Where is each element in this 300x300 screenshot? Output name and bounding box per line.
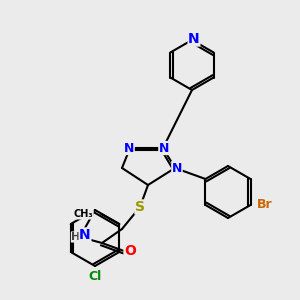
Text: Cl: Cl — [88, 269, 102, 283]
Text: O: O — [124, 244, 136, 258]
Text: S: S — [135, 200, 145, 214]
Text: CH₃: CH₃ — [74, 209, 93, 219]
Text: N: N — [188, 32, 200, 46]
Text: N: N — [172, 161, 182, 175]
Text: N: N — [79, 228, 91, 242]
Text: H: H — [71, 232, 81, 242]
Text: N: N — [124, 142, 134, 154]
Text: Br: Br — [257, 199, 272, 212]
Text: N: N — [159, 142, 169, 154]
